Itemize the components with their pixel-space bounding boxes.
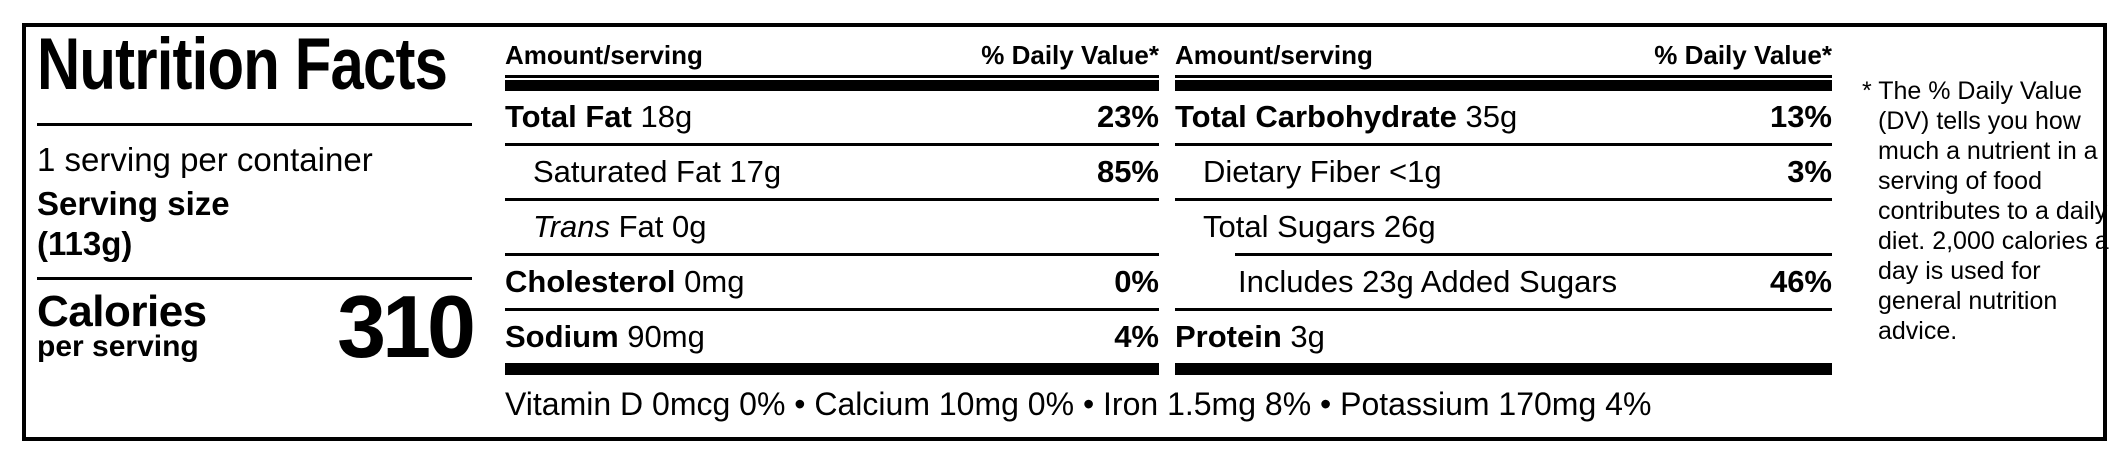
- nutrient-columns: Amount/serving % Daily Value* Total Fat 18…: [505, 27, 1832, 375]
- row-dietary-fiber: Dietary Fiber <1g 3%: [1175, 146, 1832, 198]
- row-divider: [505, 308, 1159, 311]
- row-dietary-fiber-daily-value: 3%: [1787, 154, 1832, 189]
- row-trans-fat-text: Trans: [533, 209, 610, 244]
- dv-footnote-text: * The % Daily Value (DV) tells you how m…: [1862, 77, 2109, 345]
- row-protein-name: Protein 3g: [1175, 319, 1325, 355]
- row-trans-fat: Trans Fat 0g: [505, 201, 1159, 253]
- row-divider: [505, 143, 1159, 146]
- calories-sublabel: per serving: [37, 330, 199, 363]
- calories-row: Calories per serving 310: [37, 277, 476, 376]
- micronutrients-line: Vitamin D 0mcg 0% • Calcium 10mg 0% • Ir…: [505, 386, 1652, 422]
- row-divider: [1175, 143, 1832, 146]
- row-divider: [505, 198, 1159, 201]
- nutrient-column-1: Amount/serving % Daily Value* Total Fat 18…: [505, 27, 1159, 375]
- servings-per-container: 1 serving per container: [37, 141, 373, 178]
- row-cholesterol: Cholesterol 0mg 0%: [505, 256, 1159, 308]
- row-cholesterol-daily-value: 0%: [1114, 264, 1159, 299]
- row-dietary-fiber-text: Dietary Fiber <1g: [1203, 154, 1442, 189]
- row-cholesterol-text: Cholesterol: [505, 264, 676, 299]
- row-total-carbohydrate-text: 35g: [1456, 99, 1518, 134]
- row-total-fat-text: Total Fat: [505, 99, 632, 134]
- serving-size-label: Serving size: [37, 185, 230, 222]
- header-thick-bar: [505, 80, 1159, 91]
- column-header-amount-label: Amount/serving: [1175, 40, 1373, 70]
- row-sodium: Sodium 90mg 4%: [505, 311, 1159, 363]
- row-total-sugars-name: Total Sugars 26g: [1175, 209, 1436, 245]
- row-saturated-fat-text: Saturated Fat 17g: [533, 154, 782, 189]
- column-bottom-bar: [505, 363, 1159, 375]
- row-total-carbohydrate-name: Total Carbohydrate 35g: [1175, 99, 1517, 135]
- row-sodium-name: Sodium 90mg: [505, 319, 705, 355]
- dv-footnote: * The % Daily Value (DV) tells you how m…: [1862, 76, 2112, 437]
- calories-label: Calories: [37, 287, 207, 336]
- row-sodium-text: Sodium: [505, 319, 619, 354]
- column-header-dv-label: % Daily Value*: [981, 40, 1159, 70]
- label-title: Nutrition Facts: [37, 24, 448, 105]
- row-added-sugars-name: Includes 23g Added Sugars: [1175, 264, 1617, 300]
- row-total-fat-name: Total Fat 18g: [505, 99, 692, 135]
- row-sodium-text: 90mg: [618, 319, 705, 354]
- nutrient-column-2: Amount/serving % Daily Value* Total Carboh…: [1175, 27, 1832, 375]
- row-total-fat-text: 18g: [631, 99, 693, 134]
- column-header: Amount/serving % Daily Value*: [505, 40, 1159, 78]
- row-cholesterol-text: 0mg: [675, 264, 745, 299]
- column-bottom-bar: [1175, 363, 1832, 375]
- row-trans-fat-text: Fat 0g: [609, 209, 707, 244]
- nutrition-facts-label: Nutrition Facts 1 serving per container …: [22, 23, 2109, 441]
- row-total-fat: Total Fat 18g 23%: [505, 91, 1159, 143]
- row-saturated-fat-daily-value: 85%: [1096, 154, 1159, 189]
- column-header-dv-label: % Daily Value*: [1654, 40, 1832, 70]
- row-protein-text: Protein: [1175, 319, 1282, 354]
- column-header-amount-label: Amount/serving: [505, 40, 703, 70]
- row-added-sugars-daily-value: 46%: [1769, 264, 1832, 299]
- column-header: Amount/serving % Daily Value*: [1175, 40, 1832, 78]
- row-total-fat-daily-value: 23%: [1096, 99, 1159, 134]
- nutrient-panel: Amount/serving % Daily Value* Total Fat 18…: [505, 27, 1832, 437]
- row-saturated-fat: Saturated Fat 17g 85%: [505, 146, 1159, 198]
- row-total-sugars: Total Sugars 26g: [1175, 201, 1832, 253]
- row-divider: [1175, 198, 1832, 201]
- row-total-sugars-text: Total Sugars 26g: [1203, 209, 1436, 244]
- row-total-carbohydrate-text: Total Carbohydrate: [1175, 99, 1457, 134]
- row-dietary-fiber-name: Dietary Fiber <1g: [1175, 154, 1442, 190]
- row-added-sugars-text: Includes 23g Added Sugars: [1238, 264, 1618, 299]
- row-trans-fat-name: Trans Fat 0g: [505, 209, 706, 245]
- header-thick-bar: [1175, 80, 1832, 91]
- row-protein-text: 3g: [1281, 319, 1325, 354]
- serving-divider: [37, 277, 472, 280]
- row-total-carbohydrate: Total Carbohydrate 35g 13%: [1175, 91, 1832, 143]
- title-divider: [37, 123, 472, 126]
- calories-value: 310: [337, 277, 476, 376]
- row-added-sugars: Includes 23g Added Sugars 46%: [1175, 256, 1832, 308]
- row-sodium-daily-value: 4%: [1114, 319, 1159, 354]
- row-divider: [1175, 308, 1832, 311]
- row-protein: Protein 3g: [1175, 311, 1832, 363]
- row-divider: [1235, 253, 1832, 256]
- row-divider: [505, 253, 1159, 256]
- row-total-carbohydrate-daily-value: 13%: [1769, 99, 1832, 134]
- calories-label-group: Calories per serving: [37, 287, 207, 363]
- serving-panel: Nutrition Facts 1 serving per container …: [37, 24, 476, 437]
- row-cholesterol-name: Cholesterol 0mg: [505, 264, 744, 300]
- serving-size-value: (113g): [37, 225, 133, 262]
- row-saturated-fat-name: Saturated Fat 17g: [505, 154, 781, 190]
